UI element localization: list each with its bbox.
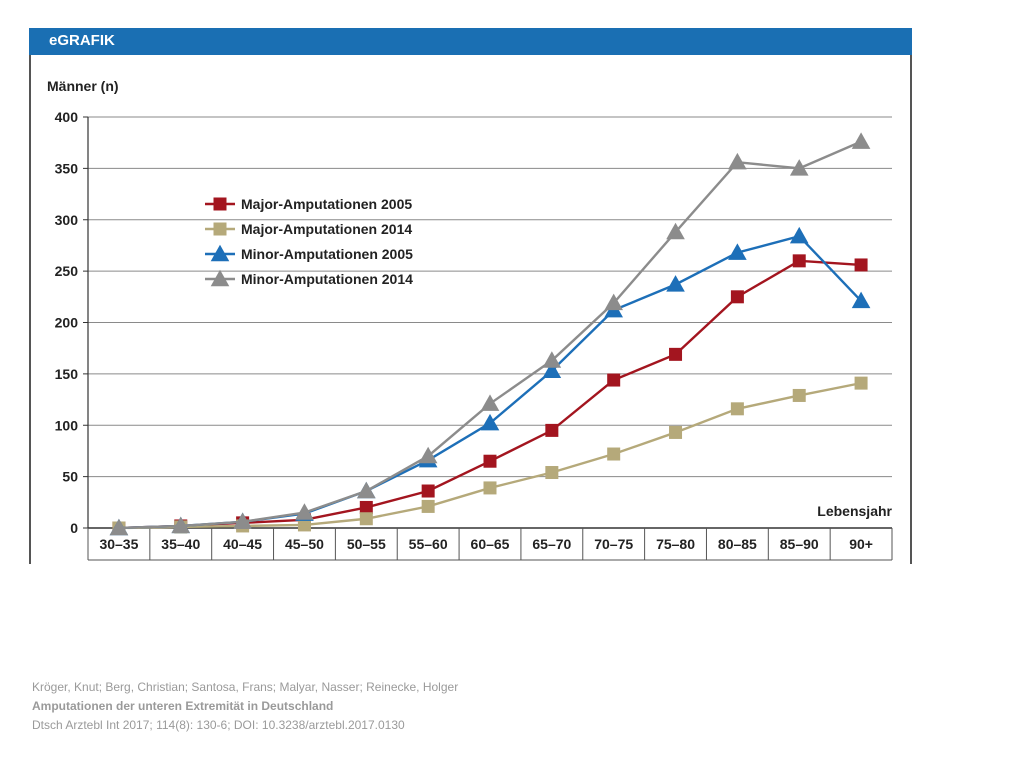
data-point-square — [792, 388, 806, 402]
data-point-triangle — [789, 159, 809, 176]
data-point-square — [607, 447, 621, 461]
data-point-triangle — [542, 351, 562, 368]
data-point-square — [421, 484, 435, 498]
data-point-triangle — [109, 518, 129, 536]
data-point-square — [730, 402, 744, 416]
data-point-triangle — [851, 132, 871, 149]
header-title: eGRAFIK — [49, 32, 115, 49]
legend: Major-Amputationen 2005 Major-Amputatione… — [205, 196, 413, 287]
data-point-square — [669, 425, 683, 439]
y-tick-label: 100 — [55, 417, 79, 433]
data-point-triangle — [851, 291, 871, 309]
x-tick-label: 85–90 — [780, 536, 819, 552]
data-point-triangle — [480, 413, 500, 431]
legend-label: Major-Amputationen 2005 — [241, 196, 412, 212]
y-axis-label: Männer (n) — [47, 78, 119, 94]
legend-label: Minor-Amputationen 2014 — [241, 271, 413, 287]
citation-source: Dtsch Arztebl Int 2017; 114(8): 130-6; D… — [32, 718, 405, 732]
x-tick-label: 40–45 — [223, 536, 262, 552]
data-point-square — [213, 222, 227, 236]
series-major-amputationen-2014 — [112, 376, 868, 535]
x-tick-label: 50–55 — [347, 536, 386, 552]
data-point-triangle — [233, 512, 252, 530]
header-bar: eGRAFIK — [29, 28, 912, 55]
series-line — [118, 140, 862, 530]
data-point-triangle — [542, 361, 562, 378]
data-point-triangle — [666, 222, 685, 240]
data-point-triangle — [728, 243, 747, 260]
legend-label: Minor-Amputationen 2005 — [241, 246, 413, 262]
data-point-square — [854, 376, 868, 390]
data-point-square — [607, 373, 621, 387]
frame-border-left — [29, 55, 31, 564]
data-point-square — [483, 454, 497, 468]
legend-label: Major-Amputationen 2014 — [241, 221, 412, 237]
data-point-triangle — [480, 394, 500, 411]
x-tick-label: 35–40 — [161, 536, 200, 552]
data-point-square — [359, 512, 373, 526]
y-tick-label: 350 — [55, 160, 79, 176]
x-axis-label: Lebensjahr — [817, 503, 892, 519]
x-category-layer: 30–35 35–40 40–45 45–50 50–55 55–60 60–65 65–70… — [87, 528, 893, 561]
y-tick-label: 50 — [62, 469, 78, 485]
y-tick-label: 0 — [70, 520, 78, 536]
chart-frame: eGRAFIK 0 50 100 150 200 250 300 350 400 Männer … — [29, 28, 912, 564]
y-tick-label: 400 — [55, 109, 79, 125]
data-point-square — [213, 197, 227, 211]
data-point-square — [359, 500, 373, 514]
data-point-triangle — [789, 226, 809, 244]
data-point-triangle — [171, 516, 191, 534]
x-tick-label: 60–65 — [471, 536, 510, 552]
data-point-triangle — [210, 269, 230, 287]
y-tick-label: 150 — [55, 366, 79, 382]
x-tick-label: 65–70 — [532, 536, 571, 552]
x-tick-label: 30–35 — [99, 536, 138, 552]
series-layer — [109, 132, 871, 536]
data-point-triangle — [210, 244, 230, 262]
series-minor-amputationen-2014 — [109, 132, 871, 536]
y-tick-label: 200 — [55, 315, 79, 331]
data-point-triangle — [418, 446, 438, 464]
data-point-triangle — [357, 481, 376, 499]
citation: Kröger, Knut; Berg, Christian; Santosa, … — [32, 678, 458, 735]
x-tick-label: 80–85 — [718, 536, 757, 552]
data-point-square — [483, 481, 497, 495]
x-tick-label: 70–75 — [594, 536, 633, 552]
frame-border-right — [910, 55, 912, 564]
x-tick-label: 55–60 — [409, 536, 448, 552]
x-tick-label: 75–80 — [656, 536, 695, 552]
data-point-triangle — [666, 275, 685, 292]
data-point-square — [545, 466, 559, 480]
x-tick-label: 45–50 — [285, 536, 324, 552]
y-tick-label: 300 — [55, 212, 79, 228]
citation-title: Amputationen der unteren Extremität in D… — [32, 699, 334, 713]
data-point-square — [297, 518, 311, 532]
data-point-square — [545, 423, 559, 437]
grid-layer: 0 50 100 150 200 250 300 350 400 — [55, 109, 892, 536]
data-point-square — [854, 258, 868, 272]
citation-authors: Kröger, Knut; Berg, Christian; Santosa, … — [32, 680, 459, 694]
x-tick-label: 90+ — [849, 536, 873, 552]
data-point-square — [421, 499, 435, 513]
data-point-square — [792, 254, 806, 268]
data-point-square — [669, 347, 683, 361]
data-point-triangle — [295, 503, 314, 520]
y-tick-label: 250 — [55, 263, 79, 279]
line-chart: 0 50 100 150 200 250 300 350 400 Männer (n) Lebe… — [47, 78, 893, 561]
data-point-triangle — [728, 152, 747, 170]
data-point-square — [730, 290, 744, 304]
data-point-triangle — [604, 293, 623, 311]
